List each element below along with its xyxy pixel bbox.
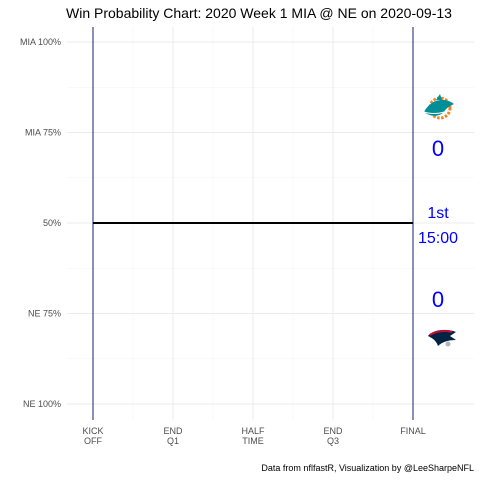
x-tick-label: TIME [242, 436, 264, 446]
chart-title: Win Probability Chart: 2020 Week 1 MIA @… [66, 5, 452, 21]
y-tick-label: NE 100% [23, 399, 61, 409]
miami-dolphins-logo [423, 94, 454, 120]
away-score: 0 [432, 136, 444, 161]
x-tick-label: END [163, 426, 183, 436]
x-tick-label: OFF [84, 436, 102, 446]
y-tick-labels: MIA 100% MIA 75% 50% NE 75% NE 100% [20, 37, 61, 409]
new-england-patriots-logo [428, 329, 456, 347]
x-tick-label: END [323, 426, 343, 436]
chart-caption: Data from nflfastR, Visualization by @Le… [261, 463, 474, 473]
x-tick-label: FINAL [400, 426, 426, 436]
x-tick-label: Q1 [167, 436, 179, 446]
y-tick-label: MIA 75% [25, 128, 61, 138]
y-tick-label: 50% [43, 218, 61, 228]
quarter-label: 1st [427, 205, 449, 222]
game-clock: 15:00 [418, 230, 458, 247]
y-tick-label: NE 75% [28, 309, 61, 319]
y-tick-label: MIA 100% [20, 37, 61, 47]
x-tick-label: HALF [241, 426, 265, 436]
home-score: 0 [432, 287, 444, 312]
x-tick-label: KICK [82, 426, 103, 436]
x-tick-label: Q3 [327, 436, 339, 446]
